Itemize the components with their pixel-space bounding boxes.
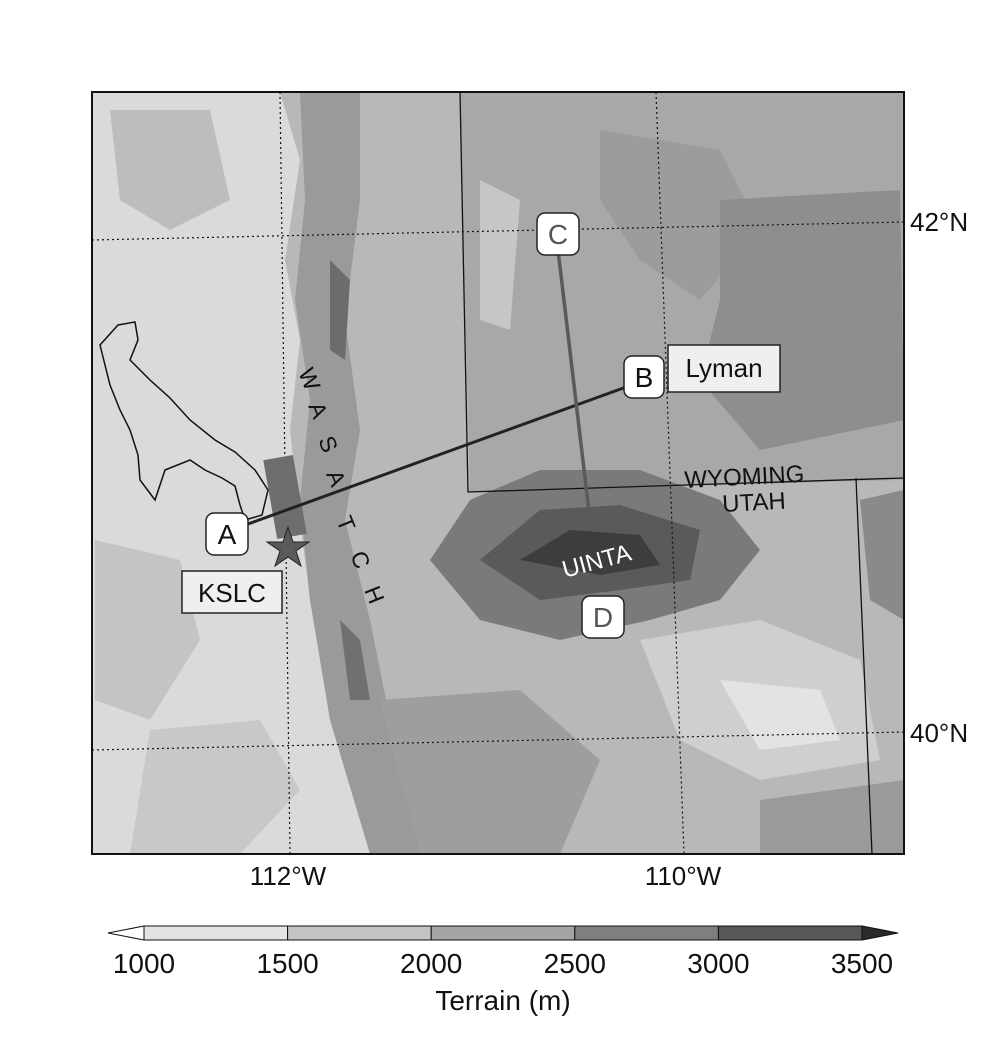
lon-label-112w: 112°W [250, 861, 327, 891]
kslc-station-label: KSLC [181, 570, 283, 614]
wasatch-label: W A S A T C H [293, 364, 389, 607]
svg-text:B: B [635, 362, 654, 393]
colorbar-extend-high [861, 925, 899, 941]
wyoming-label: WYOMING [684, 461, 805, 494]
colorbar-segment [430, 925, 576, 941]
colorbar-extend-low [107, 925, 145, 941]
lyman-station-label: Lyman [667, 344, 781, 393]
svg-text:KSLC: KSLC [198, 578, 266, 608]
point-c: C [536, 212, 580, 256]
colorbar-tick-label: 1000 [113, 948, 175, 979]
colorbar-tick-label: 3500 [831, 948, 893, 979]
point-b: B [623, 355, 665, 399]
point-a: A [205, 512, 249, 556]
svg-text:Lyman: Lyman [685, 353, 762, 383]
point-d: D [581, 595, 625, 639]
colorbar-segment [717, 925, 863, 941]
svg-text:C: C [548, 219, 568, 250]
colorbar-segment [143, 925, 289, 941]
colorbar-tick-label: 2500 [544, 948, 606, 979]
colorbar-segment [574, 925, 719, 941]
colorbar-tick-label: 2000 [400, 948, 462, 979]
utah-label: UTAH [721, 488, 786, 518]
colorbar-title: Terrain (m) [435, 985, 570, 1016]
colorbar-tick-label: 1500 [256, 948, 318, 979]
colorbar-tick-label: 3000 [687, 948, 749, 979]
colorbar-segment [287, 925, 432, 941]
lat-label-42n: 42°N [910, 207, 968, 237]
svg-text:D: D [593, 602, 613, 633]
map-frame [91, 91, 905, 855]
star-icon [265, 525, 311, 568]
colorbar: 1000 1500 2000 2500 3000 3500 Terrain (m) [107, 925, 899, 1016]
lon-label-110w: 110°W [645, 861, 722, 891]
lat-label-40n: 40°N [910, 718, 968, 748]
svg-text:A: A [218, 519, 237, 550]
